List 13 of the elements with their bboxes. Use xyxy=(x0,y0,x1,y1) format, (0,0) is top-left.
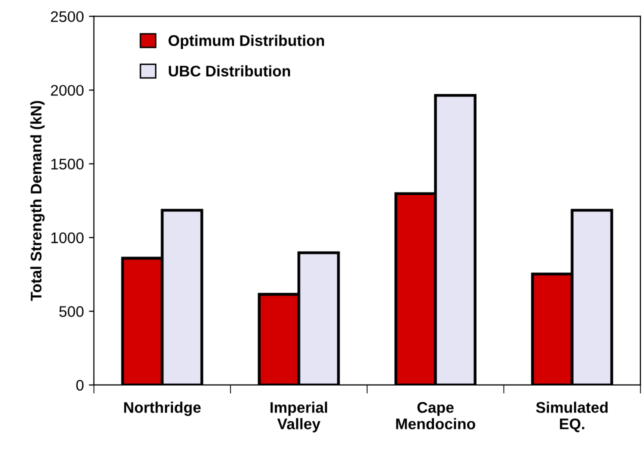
y-tick-label: 500 xyxy=(59,306,84,317)
legend-label: UBC Distribution xyxy=(168,65,290,77)
y-tick-label: 0 xyxy=(76,380,84,391)
x-tick-label: Simulated EQ. xyxy=(536,402,608,432)
x-tick-label: Northridge xyxy=(124,402,201,416)
y-tick-label: 2500 xyxy=(50,11,84,22)
y-axis-title: Total Strength Demand (kN) xyxy=(30,100,45,301)
legend-label: Optimum Distribution xyxy=(168,34,324,50)
y-tick-label: 1500 xyxy=(51,158,84,170)
y-tick-label: 1000 xyxy=(51,232,84,244)
x-tick-label: Imperial Valley xyxy=(270,402,328,432)
x-tick-label: Cape Mendocino xyxy=(396,402,476,430)
y-tick-label: 2000 xyxy=(50,84,84,96)
